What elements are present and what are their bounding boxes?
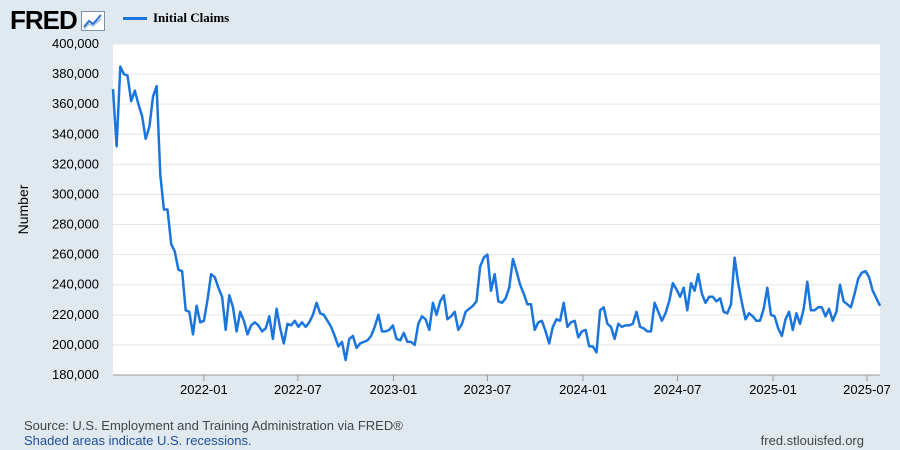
chart-legend: Initial Claims bbox=[123, 10, 229, 26]
y-tick-label: 240,000 bbox=[52, 277, 99, 292]
y-tick-label: 180,000 bbox=[52, 367, 99, 382]
fred-logo[interactable]: FRED bbox=[10, 5, 78, 35]
chart-footer: Source: U.S. Employment and Training Adm… bbox=[24, 418, 403, 448]
legend-label: Initial Claims bbox=[153, 10, 230, 25]
x-tick-label: 2022-01 bbox=[180, 382, 228, 397]
series-line-initial-claims bbox=[111, 65, 882, 362]
x-tick-label: 2023-01 bbox=[370, 382, 418, 397]
x-tick-label: 2024-07 bbox=[654, 382, 702, 397]
y-tick-label: 260,000 bbox=[52, 247, 99, 262]
plot-area bbox=[113, 44, 880, 375]
y-tick-label: 360,000 bbox=[52, 96, 99, 111]
x-tick-label: 2025-01 bbox=[749, 382, 797, 397]
x-tick-label: 2022-07 bbox=[274, 382, 322, 397]
legend-swatch bbox=[123, 16, 147, 20]
y-tick-label: 200,000 bbox=[52, 337, 99, 352]
y-tick-label: 300,000 bbox=[52, 186, 99, 201]
y-tick-label: 320,000 bbox=[52, 156, 99, 171]
y-axis-label: Number bbox=[15, 184, 31, 234]
site-link[interactable]: fred.stlouisfed.org bbox=[760, 433, 864, 448]
source-note: Source: U.S. Employment and Training Adm… bbox=[24, 418, 403, 433]
trend-line-icon bbox=[80, 11, 105, 31]
y-tick-label: 340,000 bbox=[52, 126, 99, 141]
x-tick-label: 2023-07 bbox=[464, 382, 512, 397]
y-tick-label: 280,000 bbox=[52, 217, 99, 232]
y-tick-label: 400,000 bbox=[52, 36, 99, 51]
y-tick-label: 380,000 bbox=[52, 66, 99, 81]
x-tick-label: 2024-01 bbox=[559, 382, 607, 397]
recession-note[interactable]: Shaded areas indicate U.S. recessions. bbox=[24, 433, 252, 448]
y-tick-label: 220,000 bbox=[52, 307, 99, 322]
x-tick-label: 2025-07 bbox=[843, 382, 891, 397]
fred-header: FRED bbox=[10, 6, 105, 34]
